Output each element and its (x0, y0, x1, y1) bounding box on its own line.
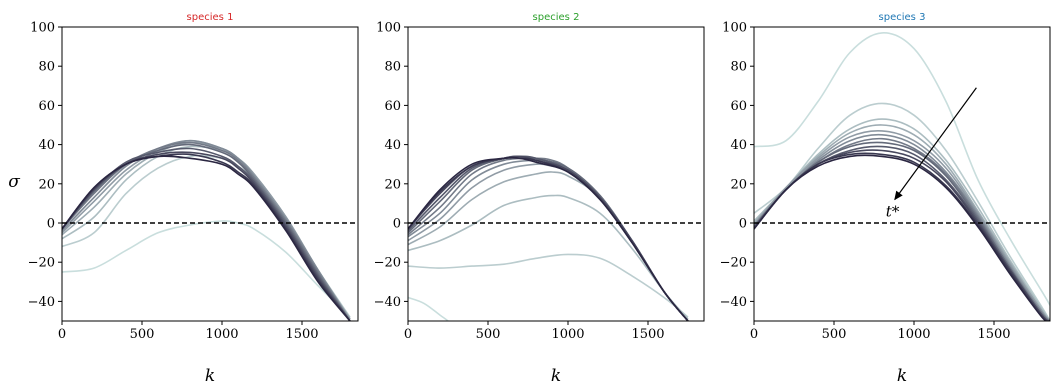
x-tick-label: 500 (130, 327, 155, 342)
x-tick-label: 500 (822, 327, 847, 342)
y-tick-label: 80 (38, 60, 55, 75)
x-tick-label: 0 (404, 327, 412, 342)
series-line-1 (62, 220, 351, 318)
series-line-3 (754, 118, 1050, 321)
series-line-1 (408, 296, 450, 321)
series-line-3 (408, 194, 689, 320)
x-tick-label: 1500 (631, 327, 664, 342)
y-tick-label: −20 (374, 256, 401, 271)
y-tick-label: 0 (739, 217, 747, 232)
series-line-12 (754, 154, 1050, 321)
series-line-9 (62, 147, 351, 321)
y-tick-label: 0 (393, 217, 401, 232)
y-axis-label: σ (8, 172, 20, 192)
y-tick-label: 20 (384, 177, 401, 192)
series-line-12 (62, 155, 351, 321)
axes-frame (753, 26, 1051, 322)
y-tick-label: −20 (28, 256, 55, 271)
y-tick-label: 40 (384, 138, 401, 153)
x-axis-label: k (897, 366, 907, 383)
y-tick-label: 20 (730, 177, 747, 192)
y-tick-label: 60 (38, 99, 55, 114)
series-line-8 (62, 143, 351, 321)
x-tick-label: 1500 (977, 327, 1010, 342)
x-tick-label: 1500 (285, 327, 318, 342)
y-tick-label: 0 (47, 217, 55, 232)
y-tick-label: 60 (384, 99, 401, 114)
series-group (62, 139, 351, 321)
y-tick-label: 80 (730, 60, 747, 75)
series-line-6 (754, 133, 1050, 321)
series-line-5 (62, 139, 351, 320)
y-tick-label: 40 (38, 138, 55, 153)
axes-frame (407, 26, 705, 322)
series-line-4 (754, 124, 1050, 321)
x-axis-label: k (551, 366, 561, 383)
series-line-11 (754, 152, 1050, 321)
chart-title: species 3 (879, 12, 926, 23)
y-tick-label: −20 (720, 256, 747, 271)
x-tick-label: 1000 (551, 327, 584, 342)
series-line-11 (408, 156, 689, 321)
chart-title: species 1 (187, 12, 234, 23)
annotation-label: t* (886, 202, 900, 220)
chart-panel-1: species 1 0 500 1000 1500 −40 −20 0 20 40 60 80 100 k (28, 12, 359, 383)
series-group (754, 32, 1050, 321)
series-line-2 (754, 102, 1050, 321)
y-tick-label: 100 (30, 21, 55, 36)
x-tick-label: 1000 (897, 327, 930, 342)
series-line-1 (754, 32, 1050, 306)
series-line-12 (408, 156, 689, 321)
y-tick-label: −40 (720, 295, 747, 310)
y-tick-label: 60 (730, 99, 747, 114)
y-tick-label: 20 (38, 177, 55, 192)
series-line-2 (408, 253, 689, 318)
y-tick-label: −40 (28, 295, 55, 310)
x-tick-label: 0 (750, 327, 758, 342)
x-axis-label: k (205, 366, 215, 383)
series-line-4 (62, 141, 351, 320)
series-line-5 (754, 129, 1050, 321)
y-tick-label: 100 (376, 21, 401, 36)
annotation-arrow (894, 87, 977, 201)
y-tick-label: 100 (722, 21, 747, 36)
y-tick-label: 80 (384, 60, 401, 75)
chart-panel-3: species 3 0 500 1000 1500 −40 −20 0 20 40 60 80 100 k… (720, 12, 1051, 383)
series-line-3 (62, 145, 351, 320)
series-line-4 (408, 171, 689, 321)
series-group (408, 155, 689, 321)
chart-title: species 2 (533, 12, 580, 23)
series-line-7 (62, 141, 351, 321)
y-tick-label: 40 (730, 138, 747, 153)
x-tick-label: 500 (476, 327, 501, 342)
chart-panel-2: species 2 0 500 1000 1500 −40 −20 0 20 40 60 80 100 k (374, 12, 705, 383)
x-tick-label: 1000 (205, 327, 238, 342)
axes-frame (61, 26, 359, 322)
y-tick-label: −40 (374, 295, 401, 310)
x-tick-label: 0 (58, 327, 66, 342)
series-line-6 (62, 139, 351, 321)
